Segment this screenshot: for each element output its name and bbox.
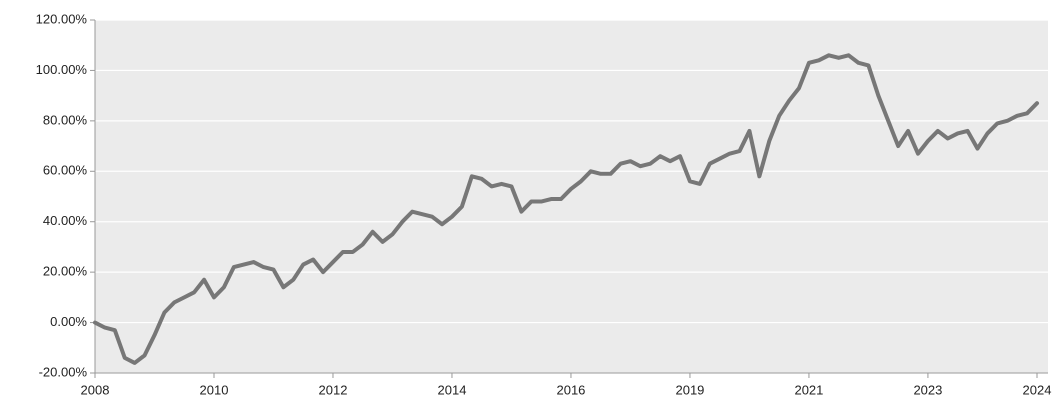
y-tick-label: 60.00% — [43, 163, 88, 178]
x-tick-label: 2012 — [319, 382, 348, 397]
y-tick-label: 80.00% — [43, 112, 88, 127]
y-tick-label: 120.00% — [36, 11, 88, 26]
x-tick-label: 2014 — [438, 382, 467, 397]
x-tick-label: 2024 — [1023, 382, 1052, 397]
data-line — [93, 53, 1039, 365]
x-tick-label: 2021 — [794, 382, 823, 397]
x-tick-label: 2019 — [675, 382, 704, 397]
x-tick-label: 2016 — [556, 382, 585, 397]
y-tick-label: 40.00% — [43, 213, 88, 228]
x-tick-label: 2023 — [913, 382, 942, 397]
y-tick-label: 20.00% — [43, 264, 88, 279]
y-tick-label: 0.00% — [50, 314, 87, 329]
x-tick-label: 2010 — [200, 382, 229, 397]
y-tick-label: -20.00% — [39, 364, 88, 379]
x-tick-label: 2008 — [81, 382, 110, 397]
y-tick-label: 100.00% — [36, 62, 88, 77]
plot-area — [95, 20, 1048, 373]
